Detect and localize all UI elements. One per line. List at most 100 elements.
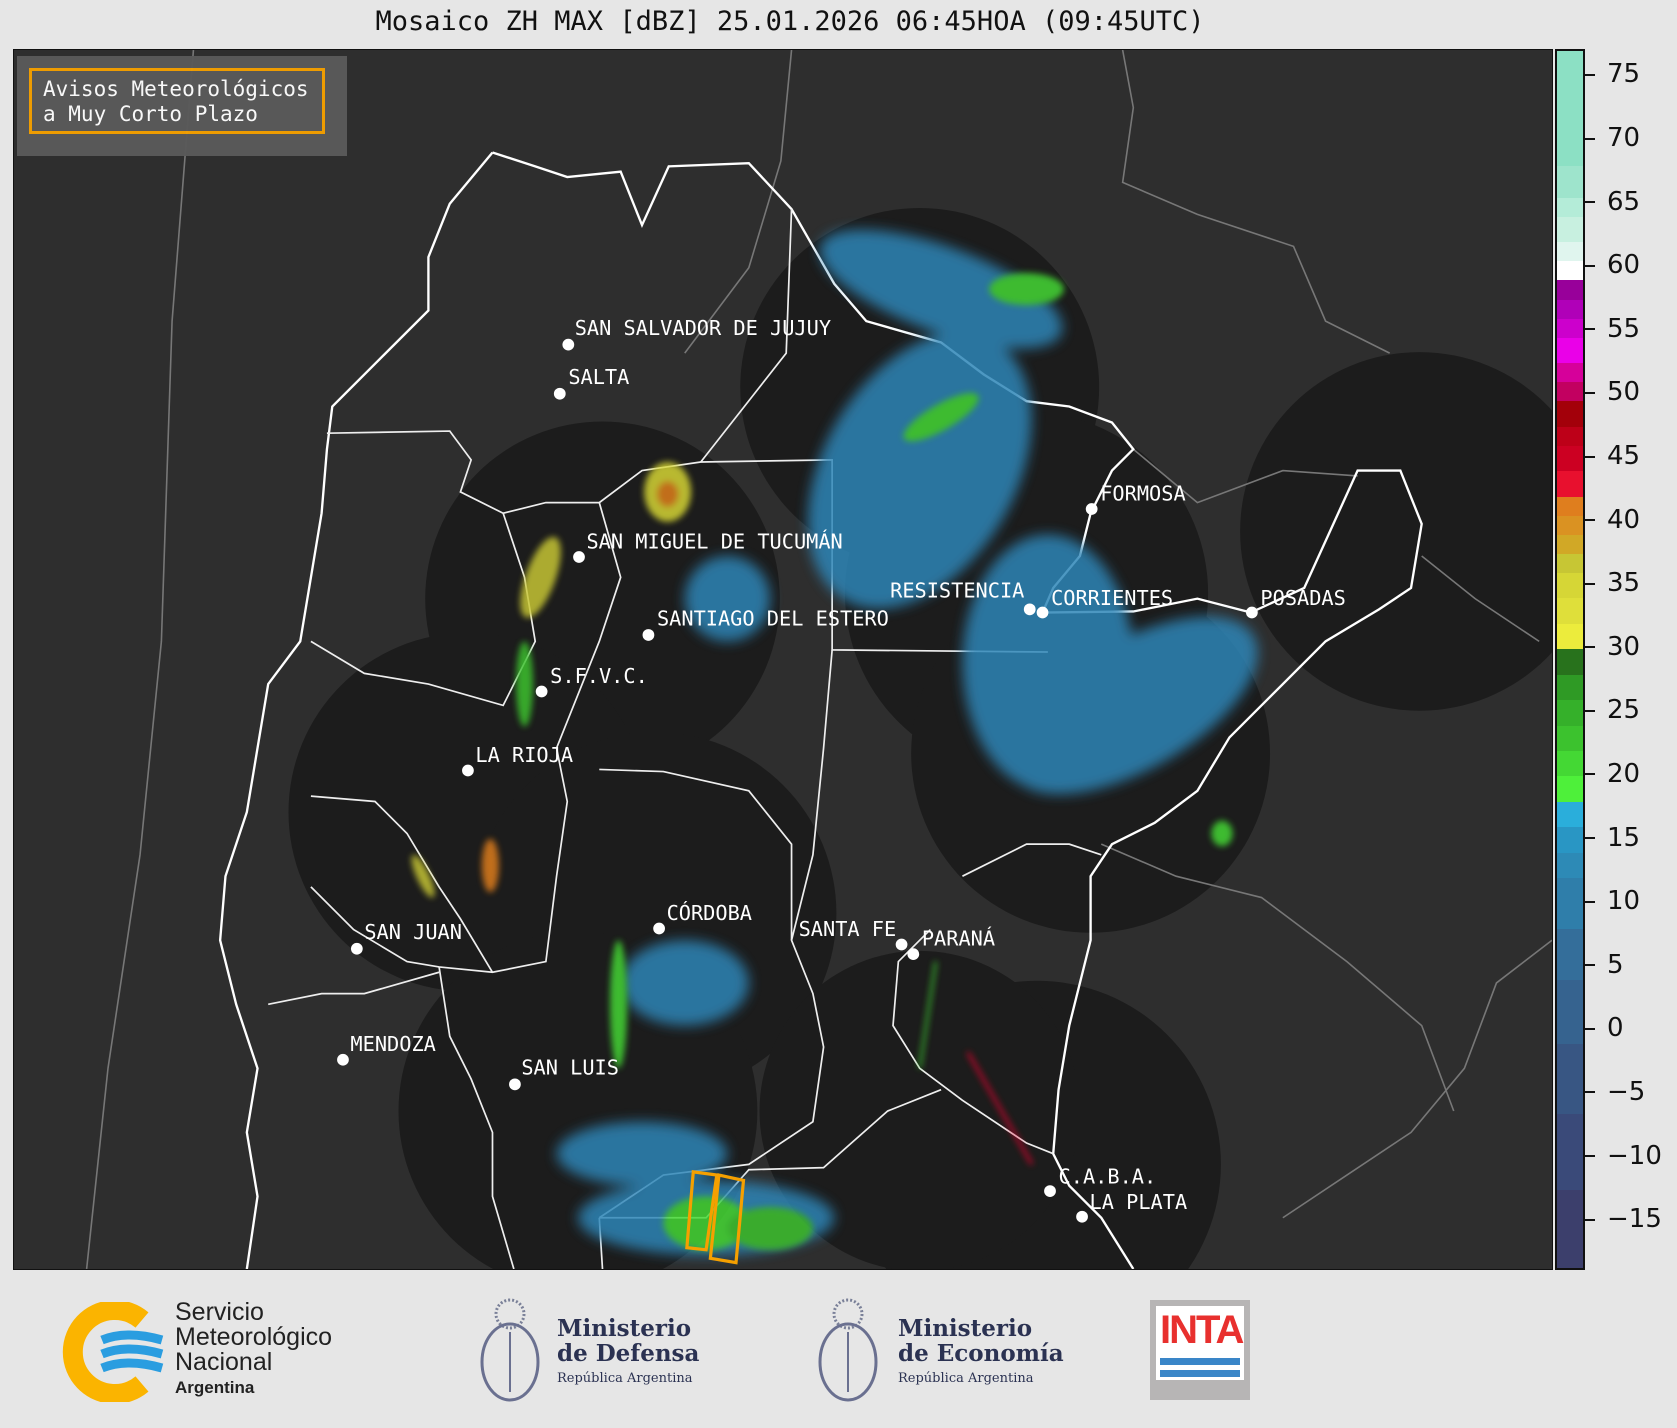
- defensa-line1: Ministerio: [557, 1315, 692, 1342]
- city-cordoba[interactable]: CÓRDOBA: [653, 901, 752, 935]
- warning-legend-line2: a Muy Corto Plazo: [43, 102, 258, 126]
- colorbar-bin: [1557, 699, 1583, 726]
- colorbar-tick-label: 75: [1585, 59, 1640, 89]
- radar-map-svg: SAN SALVADOR DE JUJUY SALTA SAN MIGUEL D…: [85, 49, 1599, 1348]
- defensa-line2: de Defensa: [557, 1340, 700, 1367]
- warning-polygons: [685, 1170, 746, 1265]
- colorbar-bin: [1557, 337, 1583, 364]
- city-la-rioja[interactable]: LA RIOJA: [462, 743, 573, 777]
- svg-text:LA PLATA: LA PLATA: [1090, 1190, 1188, 1214]
- radar-map[interactable]: SAN SALVADOR DE JUJUY SALTA SAN MIGUEL D…: [13, 49, 1599, 1348]
- economia-logo-text: Ministerio de Economía República Argenti…: [898, 1316, 1064, 1391]
- city-santiago-del-estero[interactable]: SANTIAGO DEL ESTERO: [642, 606, 889, 641]
- svg-text:POSADAS: POSADAS: [1260, 586, 1345, 610]
- colorbar-bin: [1557, 852, 1583, 879]
- colorbar-tick-label: −10: [1585, 1141, 1662, 1171]
- coat-of-arms-icon: [818, 1298, 878, 1402]
- colorbar-bin: [1557, 928, 1583, 980]
- map-title: Mosaico ZH MAX [dBZ] 25.01.2026 06:45HOA…: [375, 6, 1205, 37]
- economia-line3: República Argentina: [898, 1371, 1034, 1386]
- colorbar-bin: [1557, 216, 1583, 243]
- smn-line1: Servicio: [175, 1298, 264, 1326]
- colorbar-bin: [1557, 1189, 1583, 1268]
- smn-line3: Nacional: [175, 1348, 273, 1376]
- colorbar-bin: [1557, 1043, 1583, 1114]
- colorbar-bin: [1557, 572, 1583, 599]
- svg-text:RESISTENCIA: RESISTENCIA: [890, 579, 1024, 603]
- city-sfvc[interactable]: S.F.V.C.: [535, 664, 648, 698]
- colorbar-bin: [1557, 826, 1583, 853]
- colorbar-bin: [1557, 515, 1583, 535]
- colorbar-bin: [1557, 241, 1583, 262]
- colorbar-tick-label: 40: [1585, 505, 1640, 535]
- colorbar-tick-label: 0: [1585, 1013, 1624, 1043]
- city-santa-fe[interactable]: SANTA FE: [799, 917, 908, 951]
- colorbar-tick-label: 60: [1585, 250, 1640, 280]
- city-resistencia[interactable]: RESISTENCIA: [890, 579, 1036, 616]
- city-san-juan[interactable]: SAN JUAN: [350, 920, 462, 955]
- colorbar-bin: [1557, 279, 1583, 300]
- city-corrientes[interactable]: CORRIENTES: [1036, 586, 1173, 619]
- smn-logo-text: Servicio Meteorológico Nacional Argentin…: [175, 1300, 332, 1400]
- city-caba[interactable]: C.A.B.A.: [1044, 1165, 1156, 1197]
- colorbar-bin: [1557, 426, 1583, 446]
- colorbar-tick-label: 20: [1585, 759, 1640, 789]
- svg-text:FORMOSA: FORMOSA: [1100, 481, 1185, 505]
- defensa-logo-text: Ministerio de Defensa República Argentin…: [557, 1316, 699, 1391]
- colorbar-bin: [1557, 445, 1583, 472]
- country-borders: [85, 49, 1553, 1270]
- city-parana[interactable]: PARANÁ: [907, 927, 995, 960]
- warning-legend-line1: Avisos Meteorológicos: [43, 77, 309, 101]
- svg-text:SANTA FE: SANTA FE: [799, 917, 897, 941]
- inta-logo-text: INTA: [1160, 1308, 1244, 1352]
- colorbar-bin: [1557, 597, 1583, 624]
- city-salta[interactable]: SALTA: [553, 365, 629, 400]
- economia-line1: Ministerio: [898, 1315, 1033, 1342]
- svg-text:PARANÁ: PARANÁ: [922, 927, 995, 951]
- warning-legend-box: Avisos Meteorológicos a Muy Corto Plazo: [29, 68, 325, 134]
- svg-text:SAN MIGUEL DE TUCUMÁN: SAN MIGUEL DE TUCUMÁN: [586, 529, 842, 553]
- city-san-salvador-de-jujuy[interactable]: SAN SALVADOR DE JUJUY: [562, 316, 831, 351]
- colorbar-bin: [1557, 400, 1583, 427]
- smn-line2: Meteorológico: [175, 1323, 333, 1351]
- city-posadas[interactable]: POSADAS: [1246, 586, 1346, 619]
- colorbar-bin: [1557, 381, 1583, 402]
- colorbar-bin: [1557, 979, 1583, 1044]
- city-san-miguel-de-tucuman[interactable]: SAN MIGUEL DE TUCUMÁN: [573, 529, 843, 563]
- warning-legend-panel: Avisos Meteorológicos a Muy Corto Plazo: [17, 56, 347, 156]
- colorbar-tick-label: 35: [1585, 568, 1640, 598]
- colorbar-bin: [1557, 534, 1583, 554]
- colorbar-tick-label: 5: [1585, 950, 1624, 980]
- inta-logo: INTA: [1150, 1300, 1250, 1400]
- colorbar-bin: [1557, 470, 1583, 497]
- colorbar-bin: [1557, 362, 1583, 383]
- svg-text:CÓRDOBA: CÓRDOBA: [667, 901, 752, 925]
- colorbar-tick-label: −15: [1585, 1204, 1662, 1234]
- colorbar-tick-label: 10: [1585, 886, 1640, 916]
- city-san-luis[interactable]: SAN LUIS: [509, 1056, 619, 1091]
- colorbar-tick-label: 50: [1585, 377, 1640, 407]
- city-mendoza[interactable]: MENDOZA: [337, 1032, 436, 1066]
- svg-text:MENDOZA: MENDOZA: [350, 1032, 435, 1056]
- colorbar: [1555, 49, 1585, 1270]
- colorbar-bin: [1557, 260, 1583, 281]
- colorbar-bin: [1557, 750, 1583, 777]
- svg-text:CORRIENTES: CORRIENTES: [1051, 586, 1173, 610]
- defensa-line3: República Argentina: [557, 1371, 693, 1386]
- colorbar-tick-label: 45: [1585, 441, 1640, 471]
- svg-text:SAN SALVADOR DE JUJUY: SAN SALVADOR DE JUJUY: [575, 316, 831, 340]
- colorbar-ticks: 75 70 65 60 55 50 45 40 35 30 25 20 15 10 5 0 −5 −10 −15: [1585, 49, 1677, 1270]
- svg-text:C.A.B.A.: C.A.B.A.: [1059, 1165, 1157, 1189]
- colorbar-bin: [1557, 1113, 1583, 1190]
- colorbar-bin: [1557, 648, 1583, 675]
- colorbar-tick-label: −5: [1585, 1077, 1645, 1107]
- colorbar-bin: [1557, 51, 1583, 166]
- colorbar-bin: [1557, 197, 1583, 217]
- city-formosa[interactable]: FORMOSA: [1085, 481, 1186, 515]
- city-la-plata[interactable]: LA PLATA: [1076, 1190, 1188, 1223]
- argentina-border: [218, 151, 1423, 1270]
- svg-text:S.F.V.C.: S.F.V.C.: [550, 664, 648, 688]
- smn-line4: Argentina: [175, 1378, 255, 1397]
- economia-line2: de Economía: [898, 1340, 1064, 1367]
- svg-text:SANTIAGO DEL ESTERO: SANTIAGO DEL ESTERO: [657, 606, 889, 630]
